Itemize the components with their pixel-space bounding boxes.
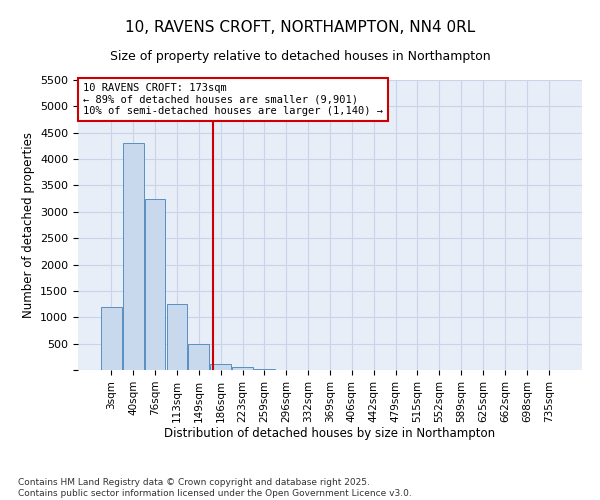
Bar: [210, 364, 231, 370]
Bar: [167, 304, 187, 370]
Y-axis label: Number of detached properties: Number of detached properties: [22, 132, 35, 318]
Bar: [254, 369, 275, 370]
Bar: [145, 198, 166, 370]
Bar: [188, 344, 209, 370]
Text: 10, RAVENS CROFT, NORTHAMPTON, NN4 0RL: 10, RAVENS CROFT, NORTHAMPTON, NN4 0RL: [125, 20, 475, 35]
Bar: [123, 144, 143, 370]
X-axis label: Distribution of detached houses by size in Northampton: Distribution of detached houses by size …: [164, 428, 496, 440]
Text: Size of property relative to detached houses in Northampton: Size of property relative to detached ho…: [110, 50, 490, 63]
Text: Contains HM Land Registry data © Crown copyright and database right 2025.
Contai: Contains HM Land Registry data © Crown c…: [18, 478, 412, 498]
Text: 10 RAVENS CROFT: 173sqm
← 89% of detached houses are smaller (9,901)
10% of semi: 10 RAVENS CROFT: 173sqm ← 89% of detache…: [83, 83, 383, 116]
Bar: [101, 306, 122, 370]
Bar: [232, 367, 253, 370]
